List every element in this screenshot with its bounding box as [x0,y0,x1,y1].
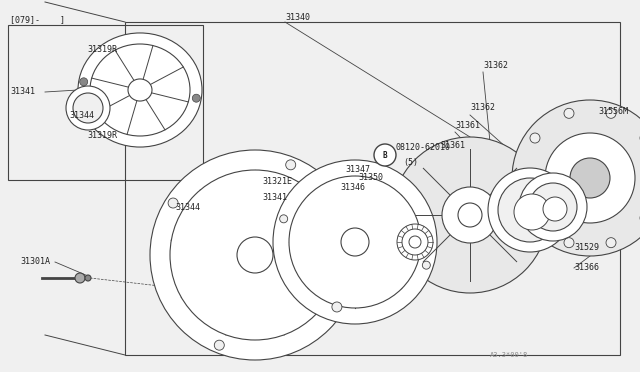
Text: 31529: 31529 [574,244,599,253]
Text: 31362: 31362 [483,61,508,70]
Ellipse shape [90,44,190,136]
Text: [079]-    ]: [079]- ] [10,15,65,24]
Circle shape [85,275,91,281]
Circle shape [402,229,428,255]
Circle shape [606,238,616,248]
Circle shape [530,133,540,143]
Bar [125,22,620,355]
Circle shape [397,224,433,260]
Text: 31319R: 31319R [87,45,117,55]
Circle shape [80,78,88,86]
Text: 31301A: 31301A [20,257,50,266]
Circle shape [66,86,110,130]
Circle shape [514,194,550,230]
Text: 31340: 31340 [285,13,310,22]
Circle shape [564,238,574,248]
Circle shape [332,302,342,312]
Ellipse shape [128,79,152,101]
Ellipse shape [78,33,202,147]
Text: 31556M: 31556M [598,108,628,116]
Circle shape [192,94,200,102]
Text: 31346: 31346 [340,183,365,192]
Circle shape [498,178,562,242]
Text: 31321E: 31321E [262,177,292,186]
Text: 31361: 31361 [455,121,480,129]
Circle shape [237,237,273,273]
Circle shape [564,108,574,118]
Circle shape [543,197,567,221]
Text: 31319R: 31319R [87,131,117,140]
Text: 31350: 31350 [358,173,383,183]
Text: 31362: 31362 [470,103,495,112]
Text: 31344: 31344 [69,110,94,119]
Circle shape [422,261,430,269]
Circle shape [409,236,421,248]
Circle shape [374,144,396,166]
Circle shape [529,183,577,231]
Circle shape [458,203,482,227]
Circle shape [170,170,340,340]
Text: 31344: 31344 [175,203,200,212]
Circle shape [530,213,540,223]
Circle shape [512,100,640,256]
Circle shape [488,168,572,252]
Circle shape [285,160,296,170]
Text: 31341: 31341 [10,87,35,96]
Circle shape [214,340,224,350]
Circle shape [75,273,85,283]
Circle shape [392,137,548,293]
Circle shape [517,173,527,183]
Circle shape [168,198,178,208]
Text: B: B [383,151,387,160]
Circle shape [280,215,287,223]
Circle shape [606,108,616,118]
Circle shape [273,160,437,324]
Text: A3.3*00'8: A3.3*00'8 [490,352,528,358]
Circle shape [73,93,103,123]
Text: 31347: 31347 [345,166,370,174]
Circle shape [570,158,610,198]
Text: 08120-62010: 08120-62010 [395,144,450,153]
Bar [8,25,203,180]
Circle shape [341,228,369,256]
Text: 31361: 31361 [440,141,465,150]
Circle shape [519,173,587,241]
Circle shape [545,133,635,223]
Circle shape [150,150,360,360]
Text: 31341: 31341 [262,193,287,202]
Circle shape [289,176,421,308]
Text: 31366: 31366 [574,263,599,273]
Text: (5): (5) [403,158,418,167]
Circle shape [442,187,498,243]
